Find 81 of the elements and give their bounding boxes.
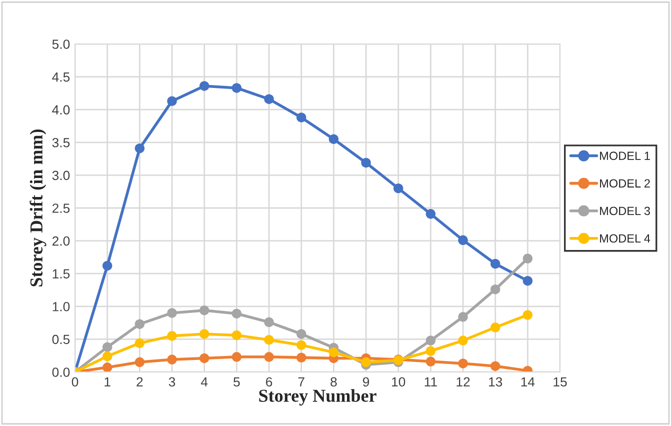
y-tick-label: 3.0 xyxy=(52,170,70,180)
x-tick-label: 1 xyxy=(104,377,110,386)
x-tick-label: 6 xyxy=(266,377,272,387)
y-tick-label: 1.5 xyxy=(52,269,70,279)
x-tick-label: 13 xyxy=(489,377,502,387)
point xyxy=(361,158,371,168)
y-tick-label: 2.0 xyxy=(52,236,70,246)
legend-label: MODEL 1 xyxy=(600,152,650,160)
point xyxy=(522,254,533,264)
point xyxy=(102,260,112,271)
y-tick-label: 4.5 xyxy=(52,72,70,82)
point xyxy=(232,352,242,362)
point xyxy=(522,310,533,320)
point xyxy=(264,352,274,362)
point xyxy=(167,331,177,341)
point xyxy=(522,276,533,286)
point xyxy=(490,322,500,332)
legend-label: MODEL 4 xyxy=(600,234,650,243)
point xyxy=(490,284,500,294)
point xyxy=(296,329,306,339)
point xyxy=(167,96,177,106)
point xyxy=(458,336,468,346)
point xyxy=(490,258,500,269)
x-tick-label: 2 xyxy=(136,377,143,386)
x-tick-label: 5 xyxy=(234,377,240,387)
point xyxy=(296,340,306,350)
point xyxy=(102,362,112,372)
x-tick-label: 7 xyxy=(298,377,304,386)
point xyxy=(328,347,339,358)
x-axis-title: Storey Number xyxy=(259,389,376,406)
point xyxy=(232,83,242,93)
legend-label: MODEL 2 xyxy=(600,179,650,188)
point xyxy=(199,81,210,91)
y-tick-label: 4.0 xyxy=(52,105,70,115)
point xyxy=(393,183,404,194)
x-tick-label: 3 xyxy=(168,377,176,387)
x-tick-label: 8 xyxy=(330,377,337,387)
point xyxy=(458,235,468,246)
y-tick-label: 0.0 xyxy=(52,368,70,377)
point xyxy=(296,352,306,362)
point xyxy=(426,346,436,356)
x-tick-label: 4 xyxy=(200,377,208,386)
point xyxy=(199,305,210,316)
y-tick-label: 2.5 xyxy=(52,204,70,213)
point xyxy=(199,353,210,364)
point xyxy=(232,330,242,340)
point xyxy=(134,319,145,329)
y-tick-label: 5.0 xyxy=(52,40,70,49)
point xyxy=(361,357,371,368)
point xyxy=(426,356,436,366)
y-tick-label: 0.5 xyxy=(52,334,70,344)
point xyxy=(490,361,500,371)
legend-label: MODEL 3 xyxy=(600,206,650,216)
point xyxy=(232,308,242,318)
point xyxy=(264,317,274,328)
point xyxy=(134,338,145,348)
x-tick-label: 10 xyxy=(392,377,406,387)
point xyxy=(102,342,112,352)
point xyxy=(167,308,177,318)
point xyxy=(134,143,145,154)
x-tick-label: 11 xyxy=(424,377,437,386)
point xyxy=(199,329,210,339)
y-axis-title: Storey Drift (in mm) xyxy=(30,129,46,286)
point xyxy=(264,94,274,104)
point xyxy=(134,357,145,368)
x-tick-label: 15 xyxy=(554,377,567,387)
point xyxy=(458,358,468,368)
point xyxy=(167,354,177,364)
point xyxy=(296,112,306,122)
y-tick-label: 1.0 xyxy=(52,302,70,312)
point xyxy=(102,351,112,362)
y-tick-label: 3.5 xyxy=(52,138,70,148)
x-tick-label: 9 xyxy=(362,377,370,387)
point xyxy=(328,134,339,144)
x-tick-label: 0 xyxy=(72,377,78,387)
point xyxy=(264,334,274,345)
point xyxy=(426,209,436,219)
x-tick-label: 14 xyxy=(521,377,535,386)
point xyxy=(458,312,468,322)
point xyxy=(426,336,436,346)
x-tick-label: 12 xyxy=(456,377,470,386)
